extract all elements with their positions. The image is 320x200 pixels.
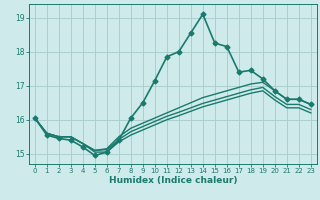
X-axis label: Humidex (Indice chaleur): Humidex (Indice chaleur) [108, 176, 237, 185]
